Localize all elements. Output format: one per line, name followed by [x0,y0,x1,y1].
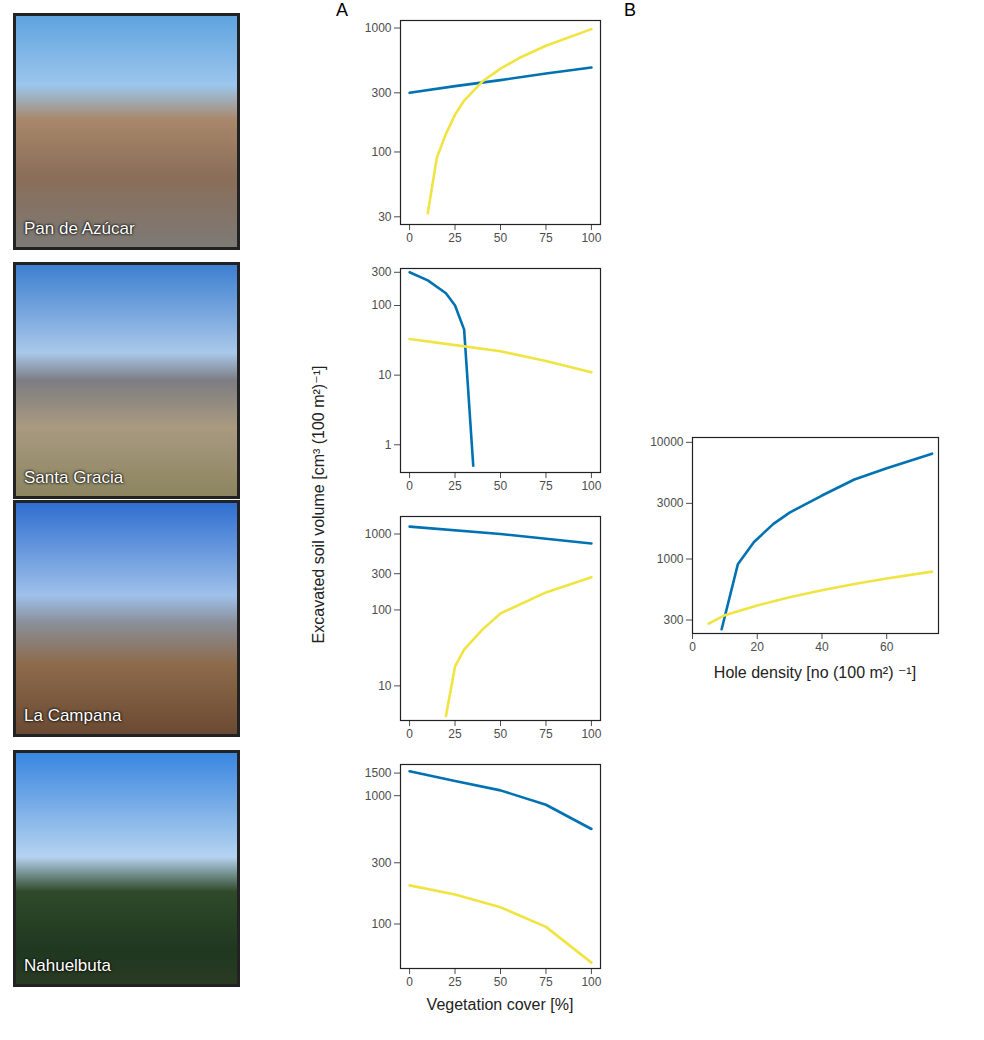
html-text:Santa Gracia: Santa Gracia [24,468,124,487]
svg-text:60: 60 [880,640,894,654]
svg-text:20: 20 [751,640,765,654]
svg-text:300: 300 [371,567,391,581]
html-text:Pan de Azúcar: Pan de Azúcar [24,219,135,238]
svg-text:100: 100 [371,917,391,931]
svg-text:300: 300 [371,86,391,100]
svg-text:75: 75 [539,479,553,493]
html-text:Hole density [no (100 m²) ⁻¹]: Hole density [no (100 m²) ⁻¹] [713,664,917,681]
svg-text:300: 300 [663,613,683,627]
svg-text:25: 25 [448,975,462,989]
svg-text:100: 100 [371,298,391,312]
svg-text:100: 100 [581,727,601,741]
svg-text:10000: 10000 [650,435,684,449]
svg-text:100: 100 [581,231,601,245]
html-text:A: A [336,0,348,20]
html-text:Excavated soil volume [cm³ (10: Excavated soil volume [cm³ (100 m²)⁻¹] [309,365,327,644]
svg-text:100: 100 [581,975,601,989]
svg-text:0: 0 [406,975,413,989]
svg-text:25: 25 [448,727,462,741]
svg-text:10: 10 [378,368,392,382]
svg-text:100: 100 [371,603,391,617]
svg-text:100: 100 [371,145,391,159]
html-text:B: B [624,0,636,20]
svg-text:10: 10 [378,679,392,693]
svg-text:75: 75 [539,231,553,245]
svg-text:25: 25 [448,479,462,493]
svg-text:1500: 1500 [365,766,392,780]
svg-text:75: 75 [539,975,553,989]
svg-text:50: 50 [494,479,508,493]
html-text:La Campana: La Campana [24,706,122,725]
svg-text:40: 40 [815,640,829,654]
svg-text:1: 1 [385,438,392,452]
html-text:Nahuelbuta: Nahuelbuta [24,956,111,975]
svg-text:75: 75 [539,727,553,741]
svg-text:50: 50 [494,727,508,741]
svg-text:0: 0 [689,640,696,654]
svg-text:0: 0 [406,479,413,493]
svg-text:0: 0 [406,231,413,245]
svg-text:50: 50 [494,231,508,245]
svg-text:1000: 1000 [365,21,392,35]
svg-text:25: 25 [448,231,462,245]
svg-text:1000: 1000 [365,789,392,803]
html-text:Vegetation cover [%]: Vegetation cover [%] [426,996,574,1013]
svg-text:300: 300 [371,856,391,870]
svg-text:300: 300 [371,265,391,279]
svg-text:0: 0 [406,727,413,741]
svg-text:50: 50 [494,975,508,989]
svg-text:100: 100 [581,479,601,493]
svg-text:30: 30 [378,210,392,224]
svg-text:1000: 1000 [365,527,392,541]
svg-text:3000: 3000 [657,496,684,510]
svg-text:1000: 1000 [657,552,684,566]
